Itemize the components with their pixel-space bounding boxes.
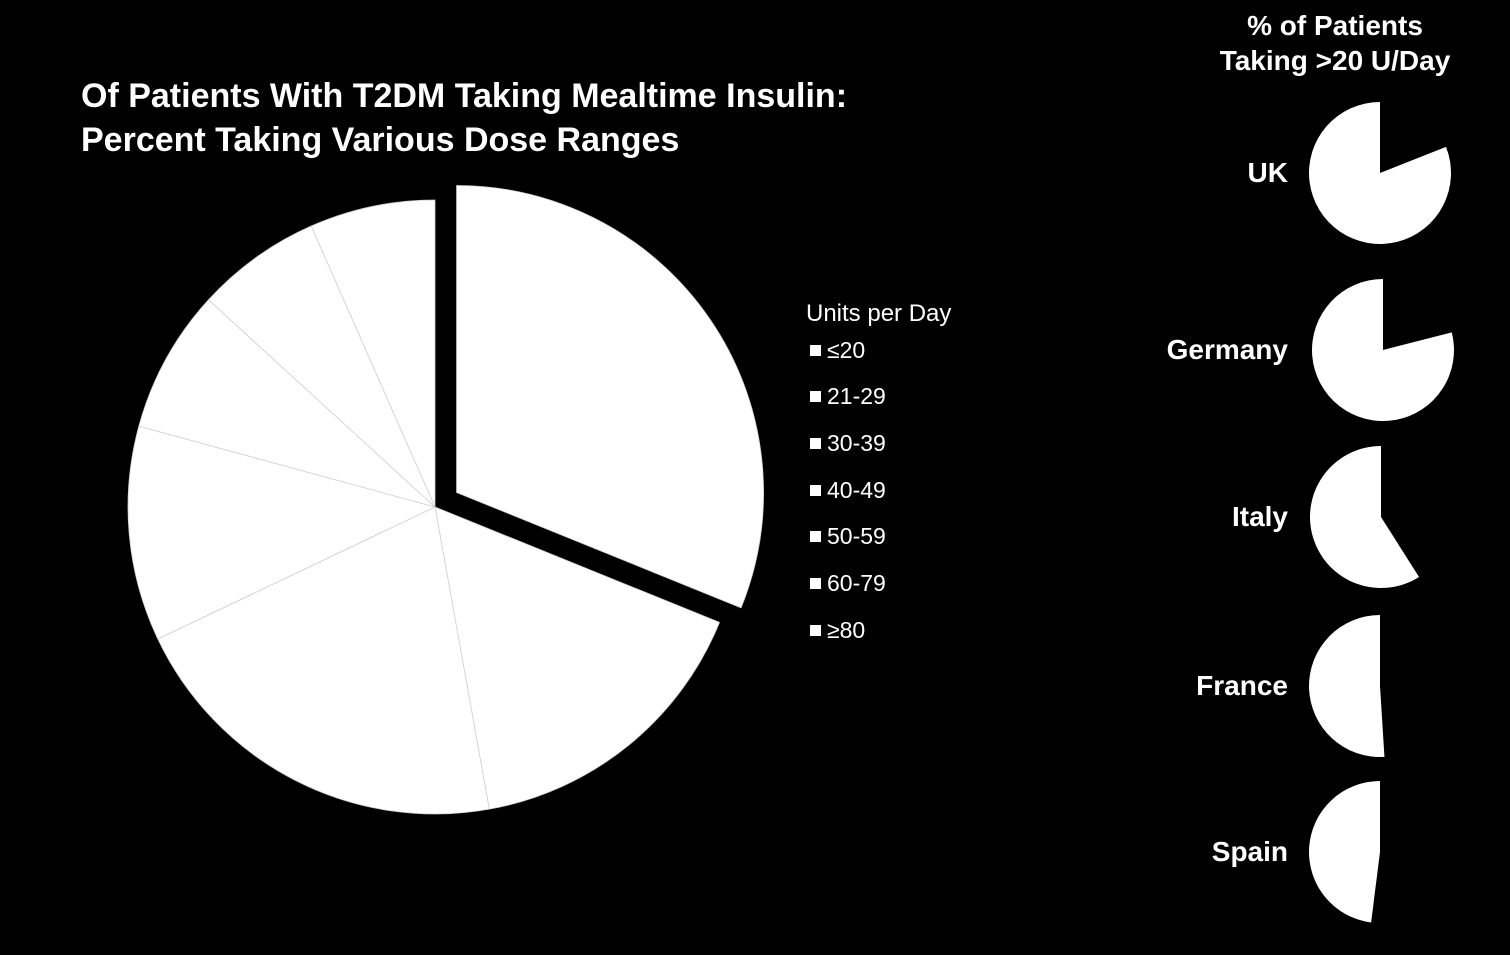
country-slice-france: [1309, 615, 1385, 758]
chart-title-line-1: Of Patients With T2DM Taking Mealtime In…: [81, 77, 848, 115]
country-slice-spain: [1309, 781, 1380, 923]
pie-slice-50-59: [138, 299, 436, 508]
legend-swatch: [810, 531, 821, 543]
country-pies: [1308, 102, 1455, 923]
pie-slice-ge80: [310, 199, 436, 508]
dose-range-pie: [127, 185, 764, 815]
legend-label: 30-39: [827, 429, 886, 456]
chart-title-line-2: Percent Taking Various Dose Ranges: [81, 121, 680, 159]
dose-legend: Units per Day ≤20 21-29 30-39 40-49 50-59 60-…: [806, 298, 1046, 643]
country-slice-germany: [1312, 279, 1455, 421]
legend-swatch: [810, 437, 821, 449]
legend-title: Units per Day: [806, 300, 952, 327]
pie-slice-21-29: [434, 506, 721, 810]
country-chart-title-line-1: % of Patients: [1247, 10, 1423, 41]
legend-label: ≤20: [827, 336, 866, 363]
chart-title: Of Patients With T2DM Taking Mealtime In…: [81, 74, 1041, 162]
legend-item-60-79: 60-79: [810, 570, 886, 598]
legend-item-21-29: 21-29: [810, 383, 886, 411]
country-chart-title-line-2: Taking >20 U/Day: [1219, 45, 1451, 76]
pie-slice-le20: [456, 185, 764, 609]
legend-item-30-39: 30-39: [810, 429, 886, 457]
legend-swatch: [810, 624, 821, 636]
country-label-spain: Spain: [1211, 836, 1288, 867]
legend-label: 60-79: [827, 570, 886, 596]
country-label-germany: Germany: [1166, 334, 1288, 365]
legend-item-le20: ≤20: [810, 336, 865, 364]
legend-swatch: [810, 391, 821, 403]
legend-label: 40-49: [827, 476, 886, 503]
legend-item-40-49: 40-49: [810, 476, 886, 504]
pie-slice-60-79: [207, 225, 436, 508]
country-slice-italy: [1310, 446, 1420, 588]
country-label-italy: Italy: [1231, 501, 1288, 532]
pie-slice-30-39: [157, 506, 490, 815]
country-chart-title: % of Patients Taking >20 U/Day: [1190, 8, 1480, 78]
legend-swatch: [810, 578, 821, 589]
legend-label: 50-59: [827, 523, 886, 550]
pie-slice-40-49: [127, 425, 437, 640]
legend-label: ≥80: [827, 616, 866, 643]
legend-item-ge80: ≥80: [810, 616, 865, 644]
legend-swatch: [810, 344, 821, 356]
legend-swatch: [810, 484, 821, 496]
country-label-uk: UK: [1247, 157, 1288, 188]
legend-item-50-59: 50-59: [810, 523, 886, 551]
country-slice-uk: [1308, 102, 1451, 244]
legend-label: 21-29: [827, 383, 886, 410]
country-label-france: France: [1196, 670, 1288, 701]
